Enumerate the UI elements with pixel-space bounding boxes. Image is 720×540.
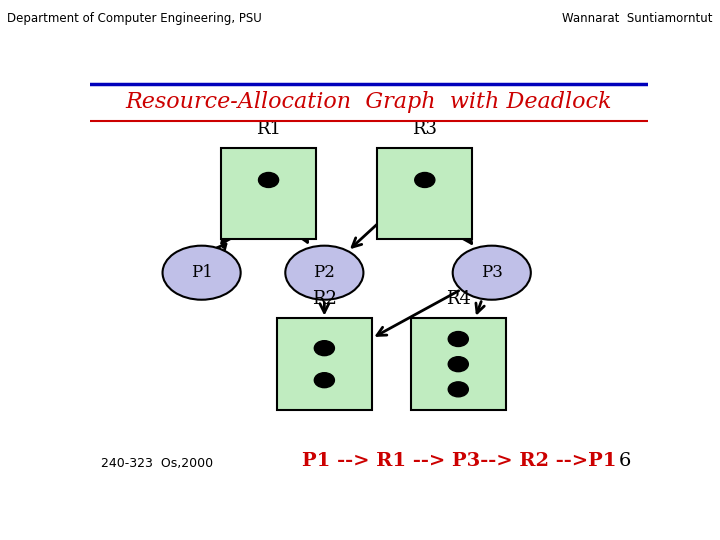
Text: P1: P1 <box>191 264 212 281</box>
Circle shape <box>449 332 468 347</box>
Circle shape <box>449 357 468 372</box>
FancyBboxPatch shape <box>277 319 372 410</box>
Text: R2: R2 <box>312 290 337 308</box>
FancyBboxPatch shape <box>221 148 316 239</box>
Text: P1 --> R1 --> P3--> R2 -->P1: P1 --> R1 --> P3--> R2 -->P1 <box>302 452 616 470</box>
Ellipse shape <box>285 246 364 300</box>
Text: Resource-Allocation  Graph  with Deadlock: Resource-Allocation Graph with Deadlock <box>126 91 612 113</box>
Text: R3: R3 <box>413 119 437 138</box>
Text: P3: P3 <box>481 264 503 281</box>
FancyBboxPatch shape <box>411 319 505 410</box>
Text: R4: R4 <box>446 290 471 308</box>
Ellipse shape <box>453 246 531 300</box>
Circle shape <box>449 382 468 397</box>
Text: R1: R1 <box>256 119 281 138</box>
Circle shape <box>315 341 334 356</box>
Text: 240-323  Os,2000: 240-323 Os,2000 <box>101 457 213 470</box>
Circle shape <box>315 373 334 388</box>
Circle shape <box>415 172 435 187</box>
Ellipse shape <box>163 246 240 300</box>
Text: Department of Computer Engineering, PSU: Department of Computer Engineering, PSU <box>7 12 262 25</box>
Text: 6: 6 <box>619 452 631 470</box>
Text: Wannarat  Suntiamorntut: Wannarat Suntiamorntut <box>562 12 713 25</box>
FancyBboxPatch shape <box>377 148 472 239</box>
Text: P2: P2 <box>313 264 336 281</box>
Circle shape <box>258 172 279 187</box>
